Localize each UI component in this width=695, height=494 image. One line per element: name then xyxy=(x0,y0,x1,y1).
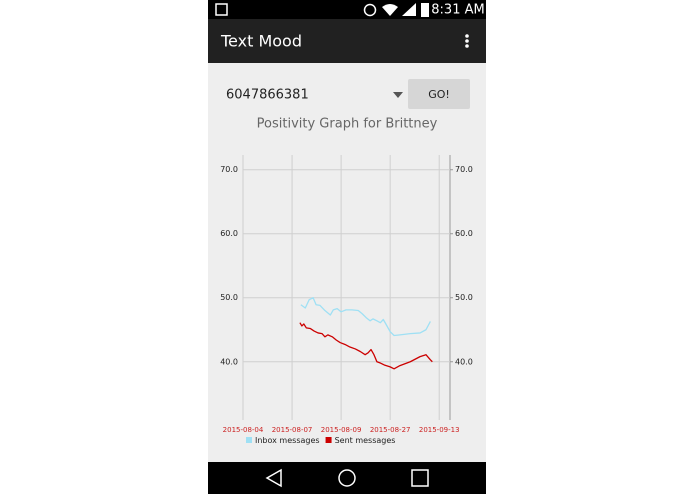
x-tick-label: 2015-09-13 xyxy=(419,426,460,434)
y2-tick-label: 40.0 xyxy=(455,357,473,366)
battery-icon xyxy=(421,3,429,17)
status-bar xyxy=(208,0,486,19)
go-button[interactable] xyxy=(408,79,470,109)
legend-label: Sent messages xyxy=(335,436,396,445)
x-tick-label: 2015-08-07 xyxy=(272,426,313,434)
y-tick-label: 40.0 xyxy=(220,357,238,366)
y-tick-label: 60.0 xyxy=(220,229,238,238)
notification-icon xyxy=(215,3,228,16)
nav-bar xyxy=(208,462,486,494)
home-button[interactable] xyxy=(338,469,356,487)
x-tick-label: 2015-08-09 xyxy=(321,426,362,434)
spinner-arrow[interactable] xyxy=(393,92,403,98)
legend-swatch xyxy=(325,437,332,443)
app-title: Text Mood xyxy=(220,32,302,51)
alarm-icon xyxy=(363,3,377,17)
y-tick-label: 50.0 xyxy=(220,293,238,302)
legend-label: Inbox messages xyxy=(255,436,320,445)
wifi-icon xyxy=(382,4,398,16)
y2-tick-label: 50.0 xyxy=(455,293,473,302)
recents-button[interactable] xyxy=(411,469,429,487)
signal-icon xyxy=(402,3,416,16)
chart-title: Positivity Graph for Brittney xyxy=(257,117,438,132)
x-tick-label: 2015-08-04 xyxy=(223,426,264,434)
x-tick-label: 2015-08-27 xyxy=(370,426,411,434)
phone-spinner[interactable]: 6047866381 xyxy=(226,88,309,103)
series-line xyxy=(300,297,431,337)
back-button[interactable] xyxy=(265,468,282,488)
phone-screen xyxy=(208,0,486,494)
app-bar xyxy=(208,19,486,63)
go-button-label[interactable]: GO! xyxy=(428,88,450,101)
chart: 40.0 50.0 60.0 70.0 40.0 50.0 60.0 70.0 2015-08-… xyxy=(220,155,473,445)
status-time: 8:31 AM xyxy=(431,3,484,18)
legend-swatch xyxy=(246,437,252,443)
y2-tick-label: 70.0 xyxy=(455,165,473,174)
overflow-menu[interactable] xyxy=(465,34,469,48)
series-line xyxy=(299,322,433,370)
y-tick-label: 70.0 xyxy=(220,165,238,174)
y2-tick-label: 60.0 xyxy=(455,229,473,238)
